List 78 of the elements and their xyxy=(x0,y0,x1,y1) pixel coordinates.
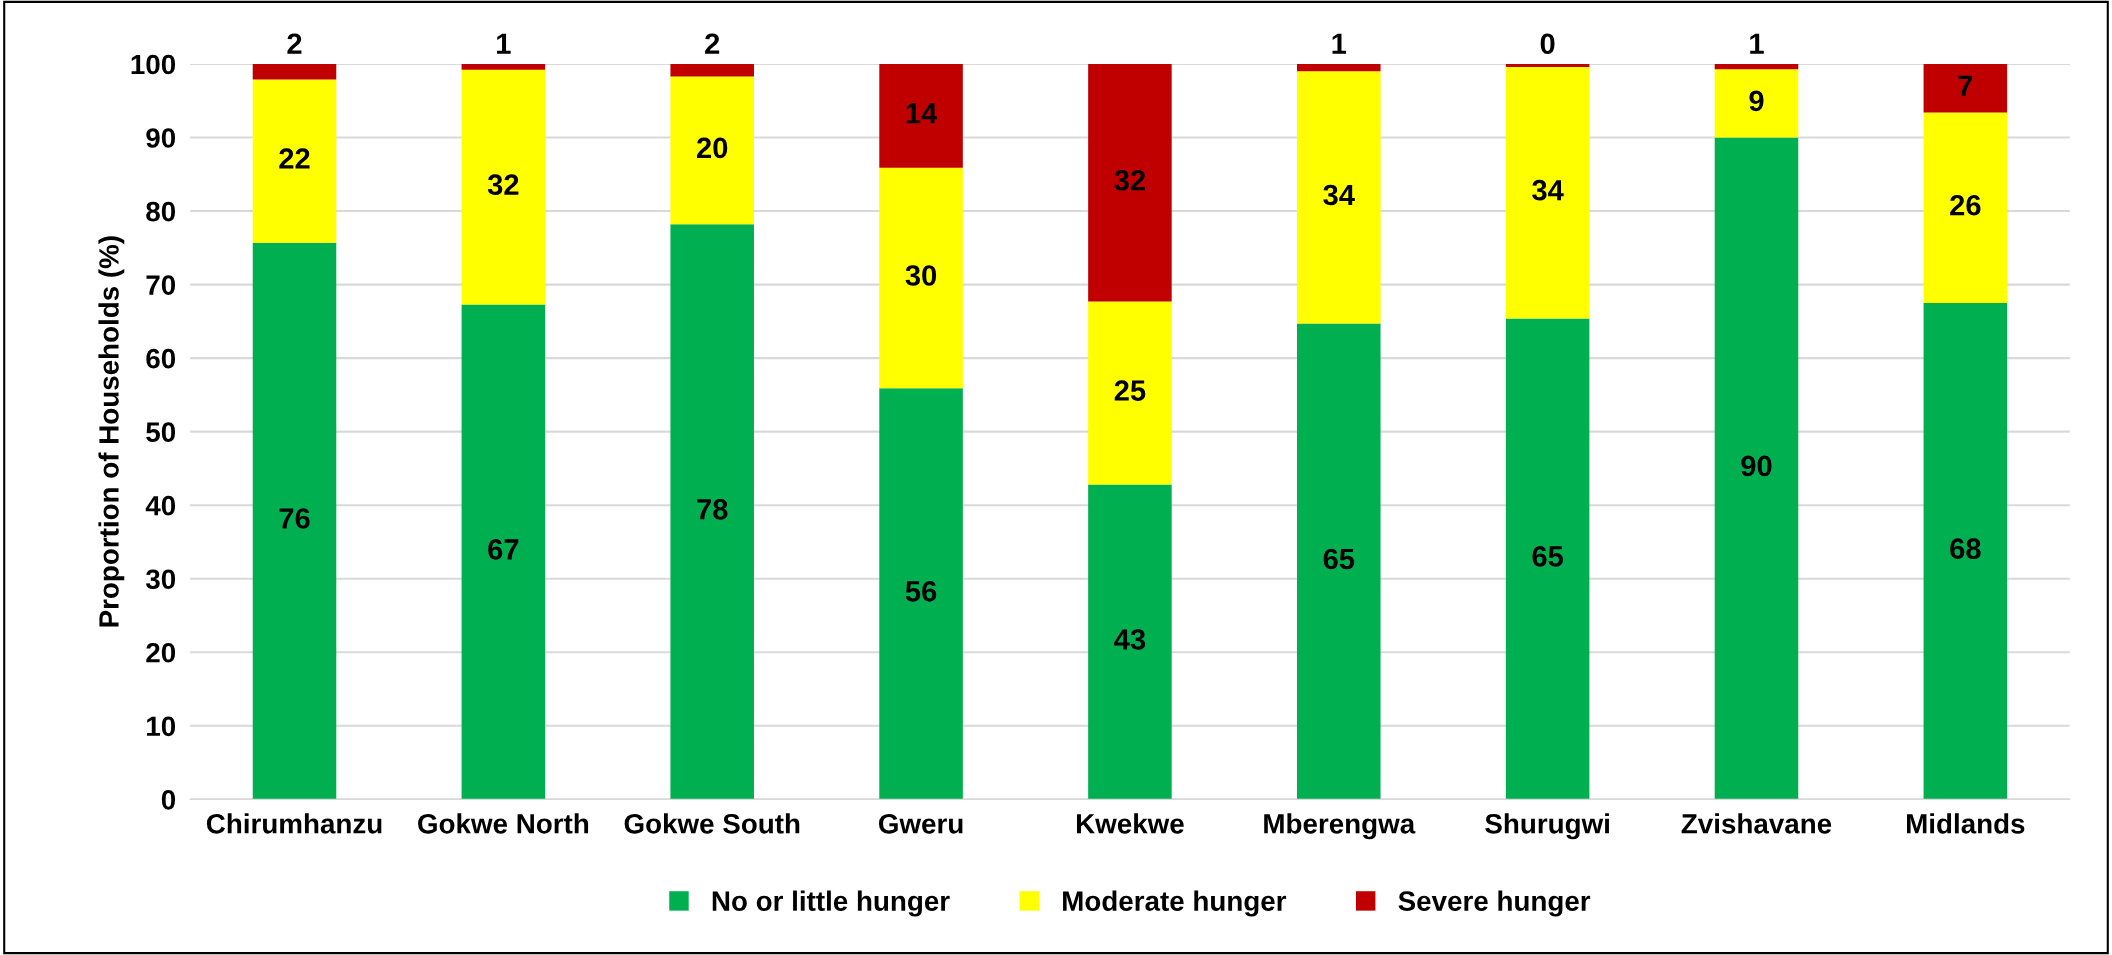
data-label: 67 xyxy=(488,539,519,560)
x-tick-label: Midlands xyxy=(1907,813,2025,834)
data-label: 65 xyxy=(1323,548,1355,570)
y-tick-label: 80 xyxy=(146,201,176,222)
data-label: 26 xyxy=(1950,194,1981,216)
y-tick-label: 40 xyxy=(145,495,176,516)
y-tick-label: 90 xyxy=(146,128,176,148)
bar xyxy=(1505,66,1590,319)
bar xyxy=(1297,63,1381,72)
y-tick-label: 60 xyxy=(146,348,176,369)
data-label: 14 xyxy=(906,103,938,124)
bar xyxy=(1505,63,1590,67)
x-tick-label: Gokwe South xyxy=(624,813,800,834)
bar xyxy=(1297,323,1381,800)
x-tick-label: Kwekwe xyxy=(1076,813,1184,834)
x-tick-label: Chirumhanzu xyxy=(206,813,382,834)
data-label: 43 xyxy=(1114,629,1146,650)
bar xyxy=(1714,69,1799,138)
bar xyxy=(670,63,754,77)
bar xyxy=(461,69,546,305)
bar xyxy=(1297,71,1381,324)
data-label: 34 xyxy=(1532,179,1564,201)
y-tick-label: 10 xyxy=(147,716,176,737)
bar xyxy=(252,242,337,800)
data-label: 34 xyxy=(1323,184,1355,206)
bar xyxy=(1923,112,2008,303)
bar xyxy=(1714,137,1799,800)
bar xyxy=(879,167,963,389)
data-label: 56 xyxy=(905,580,937,602)
data-label: 65 xyxy=(1532,546,1564,567)
data-label: 0 xyxy=(1540,33,1555,55)
bar xyxy=(1088,63,1172,302)
bar xyxy=(252,79,337,243)
bar xyxy=(879,388,963,800)
bar xyxy=(670,224,754,800)
legend-label: No or little hunger xyxy=(712,890,950,917)
data-label: 7 xyxy=(1958,75,1973,96)
bar xyxy=(1923,63,2008,113)
data-label: 32 xyxy=(1114,169,1145,191)
x-tick-label: Shurugwi xyxy=(1485,813,1609,840)
data-label: 20 xyxy=(697,137,728,159)
bar xyxy=(1714,63,1799,70)
y-tick-label: 100 xyxy=(131,54,176,75)
y-tick-label: 50 xyxy=(146,422,176,442)
x-tick-label: Gweru xyxy=(878,813,963,834)
data-label: 76 xyxy=(279,508,310,529)
data-label: 2 xyxy=(705,33,720,54)
x-tick-label: Zvishavane xyxy=(1681,813,1832,834)
data-label: 1 xyxy=(1750,33,1764,54)
data-label: 2 xyxy=(287,33,302,54)
data-label: 32 xyxy=(487,174,519,196)
legend-label: Moderate hunger xyxy=(1063,890,1287,917)
bar xyxy=(1505,318,1590,800)
x-tick-label: Mberengwa xyxy=(1264,813,1416,840)
y-tick-label: 0 xyxy=(161,790,176,810)
bar xyxy=(1088,484,1172,800)
y-tick-label: 70 xyxy=(146,275,176,295)
data-label: 1 xyxy=(497,33,511,54)
data-label: 1 xyxy=(1332,33,1347,54)
bar xyxy=(670,76,754,225)
bar xyxy=(461,63,546,70)
y-tick-label: 20 xyxy=(146,642,176,663)
data-label: 25 xyxy=(1114,380,1146,401)
data-label: 90 xyxy=(1741,455,1772,477)
bar xyxy=(461,304,546,800)
y-axis-title: Proportion of Households (%) xyxy=(98,236,125,627)
data-label: 22 xyxy=(279,148,310,169)
data-label: 9 xyxy=(1749,90,1764,112)
y-tick-label: 30 xyxy=(145,569,176,590)
x-tick-label: Gokwe North xyxy=(418,813,589,834)
bar xyxy=(252,63,337,80)
legend-label: Severe hunger xyxy=(1398,890,1591,917)
data-label: 68 xyxy=(1950,538,1981,559)
data-label: 78 xyxy=(697,498,728,520)
bar xyxy=(1923,302,2008,800)
data-label: 30 xyxy=(905,265,937,286)
bar xyxy=(1088,301,1172,485)
bar xyxy=(879,63,963,168)
